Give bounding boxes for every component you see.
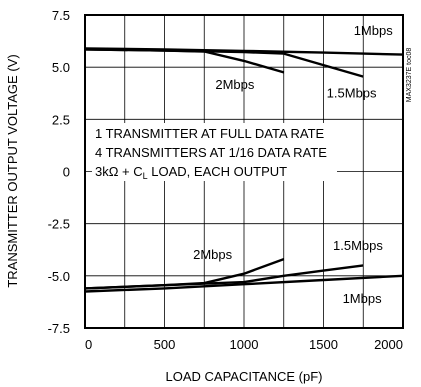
series-label: 2Mbps	[215, 77, 255, 92]
note-subscript: L	[143, 171, 148, 181]
series-labels: 1Mbps 2Mbps 1.5Mbps 1Mbps 2Mbps 1.5Mbps	[193, 23, 393, 306]
x-tick-label: 1500	[309, 337, 338, 352]
series-label: 1.5Mbps	[333, 238, 383, 253]
y-tick-label: 0	[63, 165, 70, 180]
note-line-2: 4 TRANSMITTERS AT 1/16 DATA RATE	[95, 145, 327, 160]
note-line-3: 3kΩ + CL LOAD, EACH OUTPUT	[95, 164, 287, 181]
series-line	[84, 48, 364, 78]
series-label: 1Mbps	[343, 291, 383, 306]
x-tick-labels: 0 500 1000 1500 2000	[85, 337, 403, 352]
note-line-1: 1 TRANSMITTER AT FULL DATA RATE	[95, 126, 325, 141]
plot-frame	[84, 14, 404, 329]
series-label: 2Mbps	[193, 247, 233, 262]
y-tick-label: 2.5	[52, 112, 70, 127]
x-tick-label: 500	[154, 337, 176, 352]
note-background	[92, 123, 337, 181]
x-tick-label: 2000	[374, 337, 403, 352]
y-tick-labels: 7.5 5.0 2.5 0 -2.5 -5.0 -7.5	[48, 8, 70, 336]
series-line	[84, 264, 364, 290]
series-label: 1.5Mbps	[327, 85, 377, 100]
x-axis-label: LOAD CAPACITANCE (pF)	[166, 369, 323, 384]
x-tick-label: 0	[85, 337, 92, 352]
x-tick-label: 1000	[230, 337, 259, 352]
series-lines	[84, 47, 404, 293]
y-tick-label: -2.5	[48, 217, 70, 232]
note-load: 3kΩ + C	[95, 164, 143, 179]
series-line	[84, 274, 404, 293]
series-label: 1Mbps	[354, 23, 394, 38]
conditions-note: 1 TRANSMITTER AT FULL DATA RATE 4 TRANSM…	[92, 123, 337, 181]
y-tick-label: 7.5	[52, 8, 70, 23]
y-axis-label: TRANSMITTER OUTPUT VOLTAGE (V)	[5, 54, 20, 287]
y-tick-label: -7.5	[48, 321, 70, 336]
note-load-tail: LOAD, EACH OUTPUT	[148, 164, 287, 179]
side-label: MAX3237E toc08	[406, 48, 413, 103]
y-tick-label: 5.0	[52, 60, 70, 75]
y-tick-label: -5.0	[48, 269, 70, 284]
